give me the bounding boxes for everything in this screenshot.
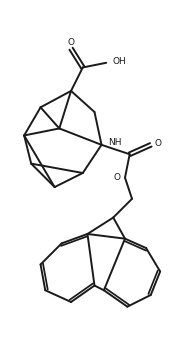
Text: O: O: [67, 38, 74, 47]
Text: O: O: [154, 139, 161, 148]
Text: NH: NH: [108, 138, 121, 147]
Text: OH: OH: [112, 57, 126, 66]
Text: O: O: [114, 173, 121, 182]
